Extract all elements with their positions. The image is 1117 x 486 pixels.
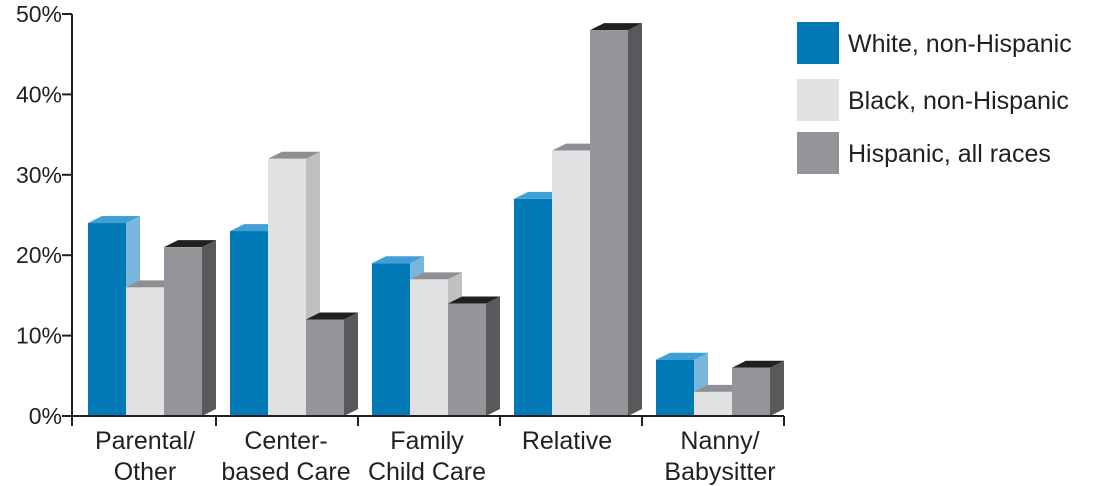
bar-top — [164, 240, 216, 248]
bar-front — [656, 359, 694, 416]
x-category-labels: Parental/Other Center-based Care Family Chi… — [95, 427, 776, 486]
bar-front — [164, 247, 202, 416]
bar-front — [514, 198, 552, 416]
y-tick-label: 30% — [16, 162, 62, 188]
y-tick-labels: 0% 10% 20% 30% 40% 50% — [16, 1, 72, 429]
bars-layer — [88, 23, 784, 417]
legend: White, non-Hispanic Black, non-Hispanic Hi… — [797, 22, 1072, 174]
x-category-label: Other — [114, 458, 177, 486]
bar-side — [628, 23, 642, 417]
y-tick-label: 40% — [16, 81, 62, 107]
x-category-label: Family — [390, 427, 464, 455]
bar-top — [372, 256, 424, 264]
y-tick-label: 20% — [16, 242, 62, 268]
bar-side — [770, 360, 784, 416]
bar-top — [306, 312, 358, 320]
bar — [656, 352, 708, 416]
bar-top — [88, 216, 140, 224]
bar-front — [552, 150, 590, 416]
bar-front — [448, 303, 486, 416]
bar-front — [268, 158, 306, 416]
bar-top — [268, 151, 320, 159]
bar-side — [486, 296, 500, 416]
bar-side — [202, 240, 216, 416]
bar-front — [732, 367, 770, 416]
legend-swatch — [797, 132, 839, 174]
bar-top — [590, 23, 642, 31]
bar-front — [590, 30, 628, 417]
bar-front — [230, 231, 268, 416]
bar-top — [732, 360, 784, 368]
bar — [164, 240, 216, 416]
bar-top — [410, 272, 462, 280]
bar — [306, 312, 358, 416]
y-tick-label: 10% — [16, 323, 62, 349]
axes-layer — [71, 14, 785, 426]
bar-group-4 — [656, 352, 784, 416]
legend-swatch — [797, 22, 839, 64]
legend-label: White, non-Hispanic — [848, 30, 1072, 58]
legend-item: White, non-Hispanic — [797, 22, 1072, 64]
x-category-label: Center- — [244, 427, 327, 455]
x-category-label: Parental/ — [95, 427, 195, 455]
bar-group-1 — [230, 151, 358, 416]
bar-front — [372, 263, 410, 416]
bar-group-0 — [88, 216, 216, 416]
bar-front — [694, 391, 732, 416]
legend-label: Hispanic, all races — [848, 140, 1051, 168]
legend-swatch — [797, 79, 839, 121]
bar-front — [126, 287, 164, 416]
x-category-label: Nanny/ — [680, 427, 759, 455]
bar-top — [656, 352, 708, 360]
y-tick-label: 0% — [29, 403, 62, 429]
bar-front — [410, 279, 448, 416]
bar-group-2 — [372, 256, 500, 416]
legend-item: Hispanic, all races — [797, 132, 1051, 174]
legend-label: Black, non-Hispanic — [848, 87, 1069, 115]
y-tick-label: 50% — [16, 1, 62, 27]
x-category-label: based Care — [221, 458, 350, 486]
bar — [448, 296, 500, 416]
bar — [590, 23, 642, 417]
bar-side — [344, 312, 358, 416]
bar — [732, 360, 784, 416]
bar-front — [306, 319, 344, 416]
x-category-label: Babysitter — [664, 458, 775, 486]
legend-item: Black, non-Hispanic — [797, 79, 1069, 121]
bar-front — [88, 223, 126, 416]
x-category-label: Child Care — [368, 458, 486, 486]
x-category-label: Relative — [522, 427, 612, 455]
bar-top — [448, 296, 500, 304]
bar-group-3 — [514, 23, 642, 417]
